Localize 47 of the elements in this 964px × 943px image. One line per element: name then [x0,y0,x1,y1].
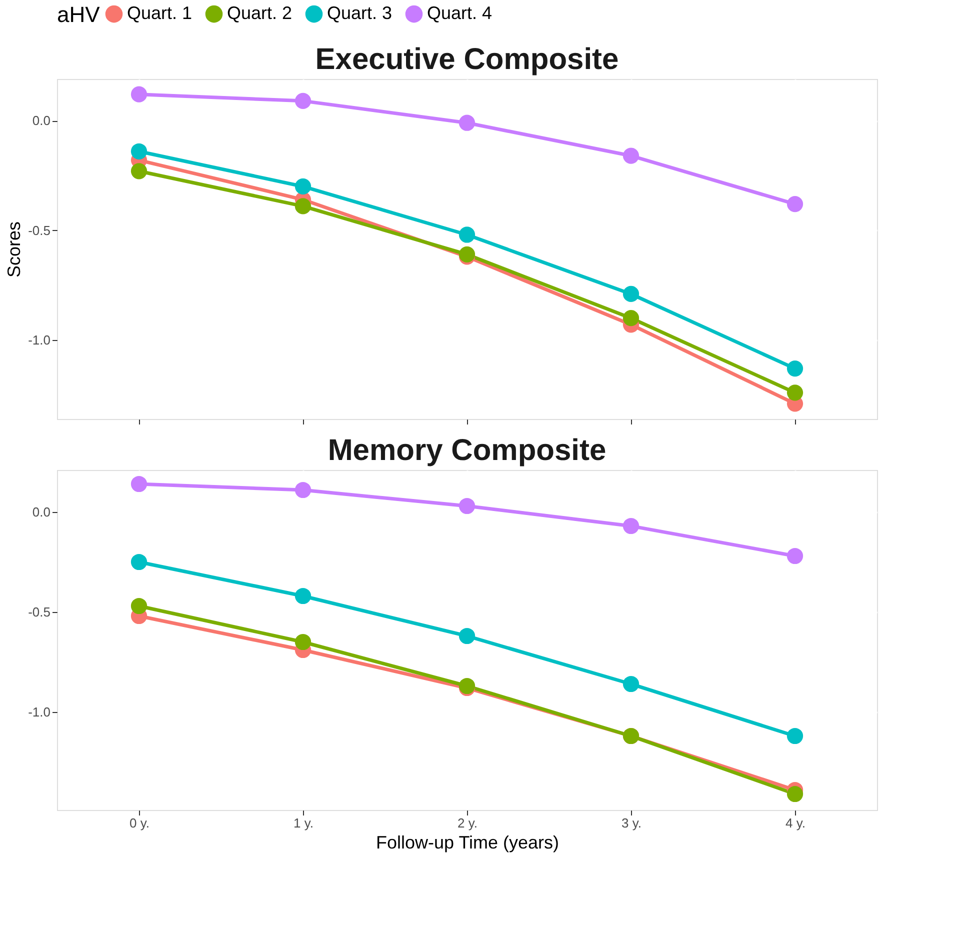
y-tick-label: 0.0 [32,504,50,520]
point [130,598,148,614]
point [786,360,804,377]
legend-label: Quart. 1 [127,3,192,24]
point [130,476,148,492]
legend-label: Quart. 4 [427,3,492,24]
point [458,226,476,243]
point [458,114,476,131]
y-tick-label: -0.5 [28,604,50,620]
point [294,92,312,109]
x-tick-label: 0 y. [130,816,150,830]
point [786,728,804,744]
x-tick-label: 1 y. [294,816,314,830]
y-tick-label: -0.5 [28,222,50,238]
point [786,548,804,564]
point [130,143,148,160]
y-tick-label: -1.0 [28,704,50,720]
point [622,676,640,692]
legend-label: Quart. 2 [227,3,292,24]
point [294,198,312,214]
point [622,286,640,302]
point [622,148,640,164]
point [622,518,640,534]
chart-title: Executive Composite [315,43,619,76]
y-axis-title: Scores [4,221,24,278]
point [294,588,312,604]
point [130,86,148,102]
point [458,628,476,644]
point [622,310,640,326]
point [786,196,804,212]
y-tick-label: -1.0 [28,332,50,348]
legend-title: aHV [57,2,100,27]
point [458,498,476,514]
chart-title: Memory Composite [328,434,606,467]
y-tick-label: 0.0 [32,113,50,128]
legend-label: Quart. 3 [327,3,392,24]
point [294,178,312,195]
point [786,384,804,401]
x-tick-label: 3 y. [622,816,642,830]
point [130,554,148,570]
point [294,482,312,498]
x-axis-title: Follow-up Time (years) [376,832,560,852]
point [786,786,804,802]
x-tick-label: 2 y. [458,816,478,830]
point [130,163,148,180]
x-tick-label: 4 y. [786,816,806,830]
point [294,634,312,650]
